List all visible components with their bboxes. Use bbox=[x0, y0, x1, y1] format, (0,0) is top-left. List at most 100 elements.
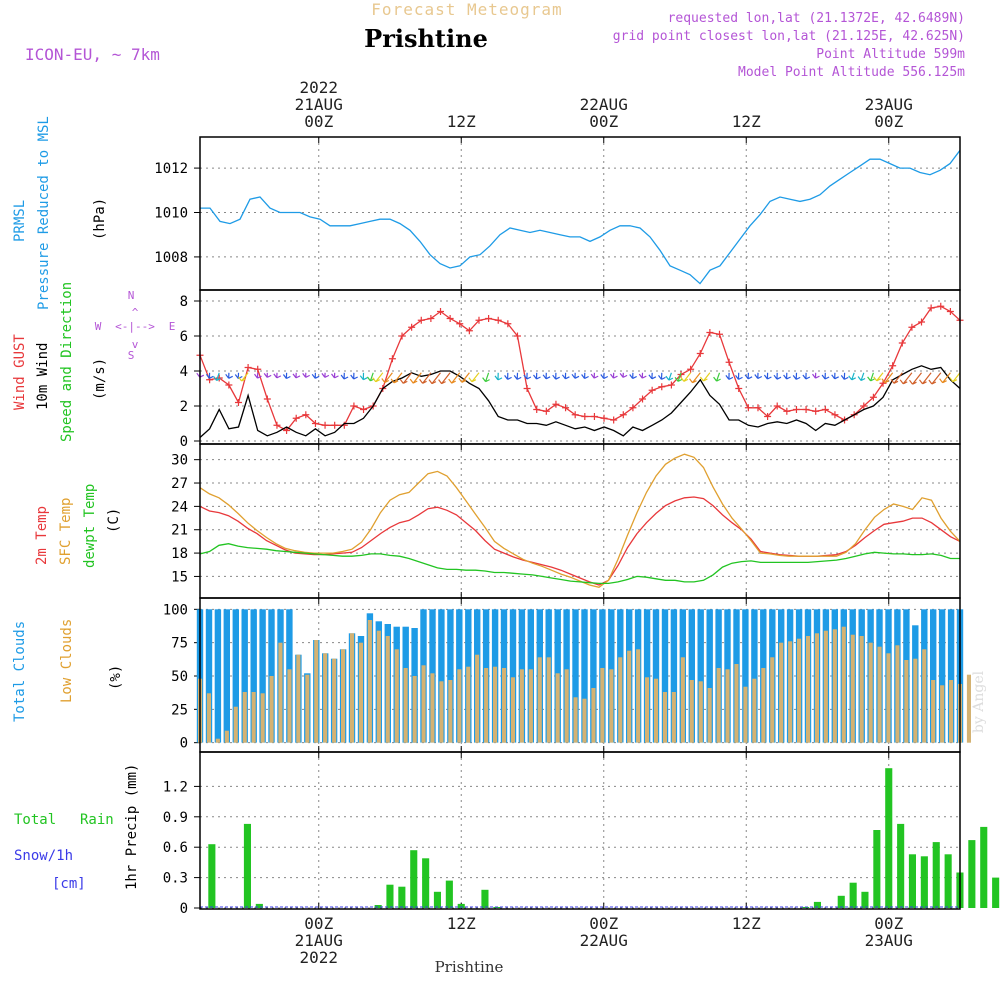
gust-marker bbox=[648, 386, 656, 394]
wind-dir-label: Speed and Direction bbox=[59, 282, 75, 442]
wind-direction-arrow bbox=[665, 372, 674, 381]
ytick-label: 50 bbox=[171, 669, 188, 685]
gust-marker bbox=[456, 320, 464, 328]
low-clouds-bar bbox=[519, 669, 524, 743]
wind-side-labels: Wind GUST 10m Wind Speed and Direction (… bbox=[12, 282, 175, 442]
bottom-axis-label: 22AUG bbox=[580, 931, 628, 950]
rain-bar bbox=[897, 823, 905, 908]
wind-label: 10m Wind bbox=[35, 343, 51, 410]
gust-marker bbox=[513, 332, 521, 340]
gust-marker bbox=[773, 402, 781, 410]
total-clouds-bar bbox=[688, 609, 695, 743]
total-clouds-bar bbox=[205, 609, 213, 743]
gust-marker bbox=[812, 407, 820, 415]
low-clouds-bar bbox=[850, 634, 855, 743]
ytick-label: 15 bbox=[171, 569, 188, 585]
compass-rose: N S W E <-|--> ^ v bbox=[95, 289, 176, 362]
rain-bar bbox=[208, 844, 216, 908]
low-clouds-bar bbox=[922, 649, 927, 743]
low-clouds-bar bbox=[904, 660, 909, 743]
gust-marker bbox=[321, 421, 329, 429]
wind-direction-arrow bbox=[399, 372, 413, 384]
wind-direction-arrow bbox=[571, 372, 580, 379]
rain-bar bbox=[944, 854, 952, 908]
gust-marker bbox=[754, 404, 762, 412]
low-clouds-bar bbox=[528, 669, 533, 743]
top-axis-label: 22AUG bbox=[580, 95, 628, 114]
bottom-axis-label: 12Z bbox=[732, 914, 761, 933]
wind-direction-arrow bbox=[610, 372, 618, 379]
bottom-axis-label: 23AUG bbox=[865, 931, 913, 950]
low-clouds-bar bbox=[475, 654, 480, 743]
low-clouds-bar bbox=[743, 686, 748, 743]
total-clouds-bar bbox=[706, 609, 713, 743]
rain-bar bbox=[980, 826, 988, 908]
info-line-4: Model Point Altitude 556.125m bbox=[738, 65, 965, 80]
bottom-axis-label: 2022 bbox=[299, 948, 338, 967]
wind-direction-arrow bbox=[482, 372, 490, 383]
total-clouds-bar bbox=[232, 609, 239, 743]
wind-direction-arrow bbox=[254, 372, 262, 379]
gust-marker bbox=[427, 315, 435, 322]
time-axis-labels: 202221AUG00Z12Z22AUG00Z12Z23AUG00Z12Z00Z… bbox=[295, 78, 913, 967]
gust-marker bbox=[715, 330, 723, 338]
rain-bar bbox=[920, 856, 928, 908]
top-axis-label: 00Z bbox=[304, 112, 333, 131]
total-clouds-bar bbox=[751, 609, 758, 743]
low-clouds-bar bbox=[761, 668, 766, 743]
compass-down: v bbox=[132, 338, 139, 351]
wind-direction-arrow bbox=[311, 372, 320, 379]
low-clouds-bar bbox=[716, 668, 721, 743]
rain-bar bbox=[433, 891, 441, 908]
wind-direction-arrow bbox=[857, 372, 866, 382]
low-clouds-bar bbox=[332, 658, 337, 743]
ytick-label: 100 bbox=[163, 602, 188, 618]
wind-direction-arrow bbox=[590, 372, 599, 379]
wind-direction-arrow bbox=[725, 372, 734, 380]
low-clouds-bar bbox=[224, 730, 229, 743]
wind-direction-arrow bbox=[873, 372, 884, 382]
top-axis-label: 00Z bbox=[589, 112, 618, 131]
wind-direction-arrow bbox=[552, 372, 560, 380]
gust-marker bbox=[667, 381, 675, 389]
gust-marker bbox=[735, 385, 743, 392]
wind-direction-arrow bbox=[783, 372, 791, 380]
low-clouds-bar bbox=[600, 668, 605, 743]
low-clouds-bar bbox=[269, 676, 274, 743]
low-clouds-bar bbox=[385, 636, 390, 743]
wind-direction-arrow bbox=[763, 372, 772, 380]
ytick-label: 27 bbox=[171, 476, 188, 492]
gust-marker bbox=[360, 406, 368, 413]
ytick-label: 0 bbox=[180, 736, 188, 752]
wind-direction-arrow bbox=[205, 372, 214, 379]
top-axis-label: 12Z bbox=[732, 112, 761, 131]
pressure-panel: 1008 1010 1012 bbox=[154, 136, 961, 291]
total-label: Total bbox=[14, 812, 56, 828]
low-clouds-bar bbox=[358, 642, 363, 743]
wind-direction-arrow bbox=[840, 372, 849, 380]
low-clouds-bar bbox=[654, 678, 659, 743]
gust-marker bbox=[792, 406, 800, 413]
temp-side-labels: 2m Temp SFC Temp dewpt Temp (C) bbox=[34, 484, 122, 568]
total-clouds-bar bbox=[241, 609, 248, 743]
low-clouds-bar bbox=[323, 653, 328, 743]
rain-bar bbox=[374, 905, 382, 908]
wind-direction-arrow bbox=[468, 372, 480, 383]
ytick-label: 30 bbox=[171, 453, 188, 469]
rain-bar bbox=[837, 895, 845, 908]
gust-marker bbox=[918, 318, 926, 326]
wind-direction-arrow bbox=[638, 372, 647, 379]
total-clouds-bar bbox=[250, 609, 257, 743]
gust-marker bbox=[927, 304, 935, 312]
gust-marker bbox=[764, 413, 772, 420]
gust-marker bbox=[898, 339, 906, 347]
low-clouds-bar bbox=[457, 669, 462, 743]
info-line-1: requested lon,lat (21.1372E, 42.6489N) bbox=[668, 11, 965, 26]
gust-marker bbox=[889, 362, 897, 370]
wind-direction-arrow bbox=[513, 372, 522, 380]
ytick-label: 1008 bbox=[154, 250, 188, 266]
temp2m-label: 2m Temp bbox=[34, 506, 50, 565]
dewpt-label: dewpt Temp bbox=[82, 484, 98, 568]
low-clouds-bar bbox=[680, 657, 685, 743]
